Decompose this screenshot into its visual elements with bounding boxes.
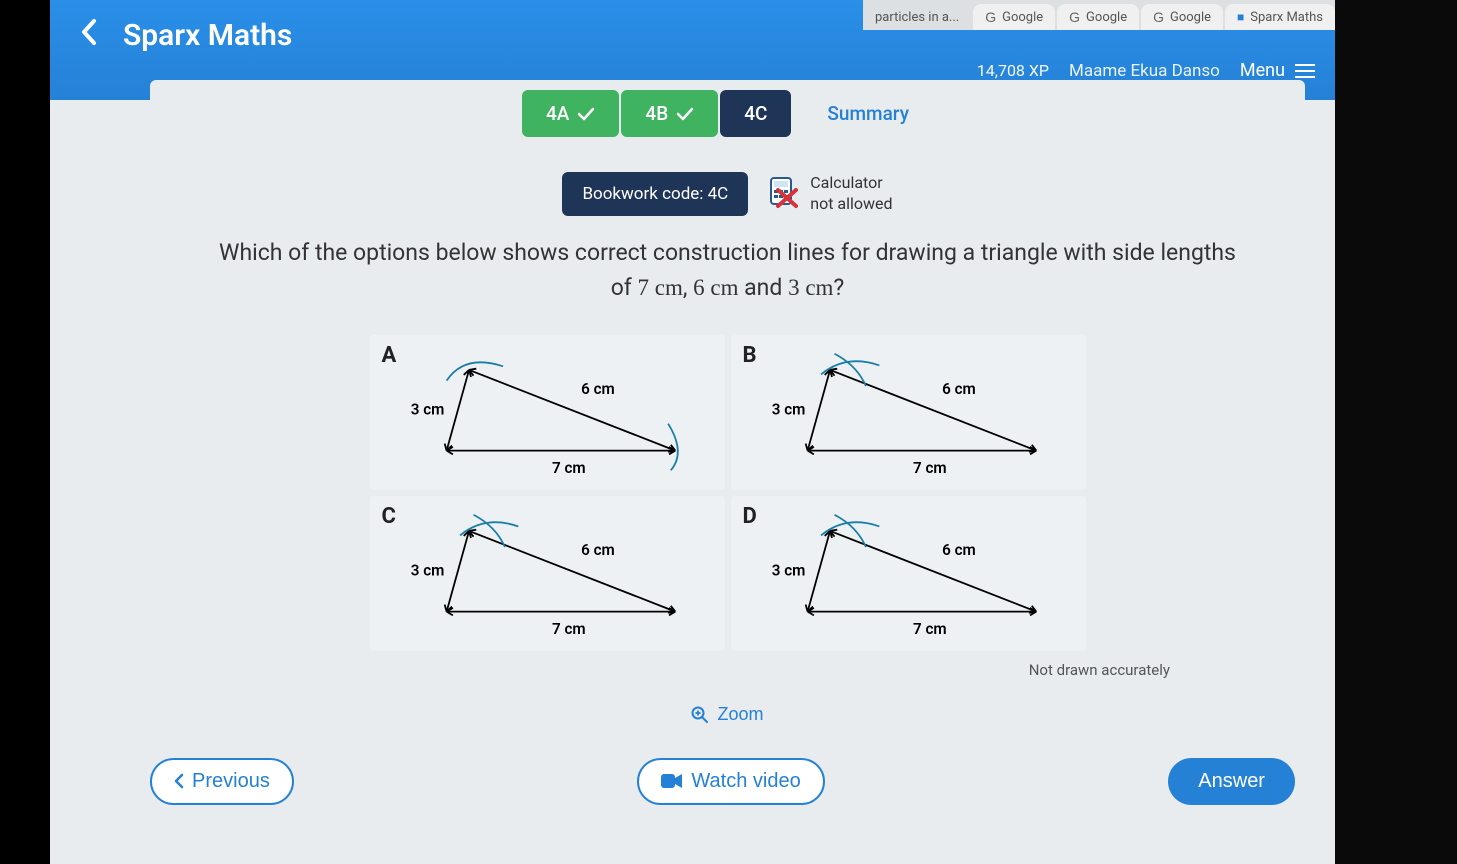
zoom-icon [691,706,709,724]
triangle-diagram-c: 6 cm 3 cm 7 cm [380,504,715,643]
triangle-diagram-b: 6 cm 3 cm 7 cm [741,343,1076,482]
calc-line2: not allowed [810,194,892,215]
menu-label: Menu [1240,60,1285,81]
google-icon: G [985,9,996,25]
option-d[interactable]: D 6 cm 3 cm 7 cm [731,496,1086,651]
calculator-not-allowed-icon [766,176,802,212]
bottom-actions: Previous Watch video Answer [150,758,1305,805]
username-display: Maame Ekua Danso [1069,61,1220,81]
option-label: B [743,343,757,368]
question-text: Which of the options below shows correct… [150,236,1305,305]
content-area: 4A 4B 4C Summary Bookwork code: 4C [150,80,1305,844]
answer-button[interactable]: Answer [1168,758,1295,805]
option-label: A [382,343,397,368]
screen-bezel [1335,0,1457,864]
back-button[interactable] [50,18,123,53]
video-icon [661,773,683,789]
google-icon: G [1153,9,1164,25]
header-right: 14,708 XP Maame Ekua Danso Menu [977,60,1315,81]
option-c[interactable]: C 6 cm 3 cm 7 cm [370,496,725,651]
menu-button[interactable]: Menu [1240,60,1315,81]
summary-tab[interactable]: Summary [803,90,933,137]
calc-line1: Calculator [810,173,892,194]
brand-title: Sparx Maths [123,18,292,53]
calculator-status: Calculator not allowed [766,173,892,215]
check-icon [676,107,694,121]
progress-tab-4a[interactable]: 4A [522,90,619,137]
watch-video-button[interactable]: Watch video [637,758,824,805]
chevron-left-icon [174,773,184,789]
svg-text:7 cm: 7 cm [551,620,585,638]
svg-text:6 cm: 6 cm [942,541,976,559]
meta-row: Bookwork code: 4C Calculator not allowed [150,172,1305,216]
options-grid: A 6 cm 3 cm 7 cm B 6 cm 3 cm 7 cm C 6 cm 3 cm… [150,335,1305,651]
triangle-diagram-a: 6 cm 3 cm 7 cm [380,343,715,482]
app-viewport: Sparx Maths 14,708 XP Maame Ekua Danso M… [50,0,1335,864]
bookwork-code: Bookwork code: 4C [562,172,748,216]
option-a[interactable]: A 6 cm 3 cm 7 cm [370,335,725,490]
svg-text:7 cm: 7 cm [551,459,585,477]
chevron-left-icon [80,18,98,46]
svg-text:7 cm: 7 cm [912,620,946,638]
svg-text:6 cm: 6 cm [581,541,615,559]
check-icon [577,107,595,121]
option-label: C [382,504,396,529]
browser-tab[interactable]: GGoogle [1057,4,1139,30]
svg-text:6 cm: 6 cm [581,380,615,398]
svg-text:3 cm: 3 cm [410,562,444,580]
progress-tabs: 4A 4B 4C Summary [150,90,1305,137]
progress-tab-4c[interactable]: 4C [720,90,791,137]
progress-tab-4b[interactable]: 4B [621,90,718,137]
svg-text:7 cm: 7 cm [912,459,946,477]
sparx-icon: ■ [1237,10,1244,24]
option-b[interactable]: B 6 cm 3 cm 7 cm [731,335,1086,490]
svg-text:3 cm: 3 cm [771,562,805,580]
svg-text:3 cm: 3 cm [771,401,805,419]
google-icon: G [1069,9,1080,25]
option-label: D [743,504,757,529]
browser-tab[interactable]: GGoogle [1141,4,1223,30]
xp-display: 14,708 XP [977,61,1049,80]
previous-button[interactable]: Previous [150,758,294,805]
zoom-button[interactable]: Zoom [691,704,763,725]
browser-tab[interactable]: GGoogle [973,4,1055,30]
browser-tab[interactable]: ■Sparx Maths [1225,4,1335,30]
accuracy-disclaimer: Not drawn accurately [150,661,1305,679]
svg-text:3 cm: 3 cm [410,401,444,419]
svg-text:6 cm: 6 cm [942,380,976,398]
triangle-diagram-d: 6 cm 3 cm 7 cm [741,504,1076,643]
browser-tabs-overlay: particles in a... GGoogle GGoogle GGoogl… [863,0,1335,30]
browser-tab[interactable]: particles in a... [863,4,971,30]
hamburger-icon [1295,64,1315,78]
